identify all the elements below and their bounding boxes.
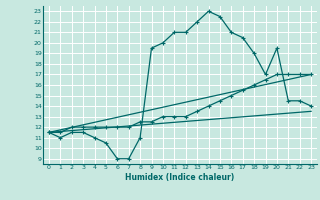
X-axis label: Humidex (Indice chaleur): Humidex (Indice chaleur) — [125, 173, 235, 182]
